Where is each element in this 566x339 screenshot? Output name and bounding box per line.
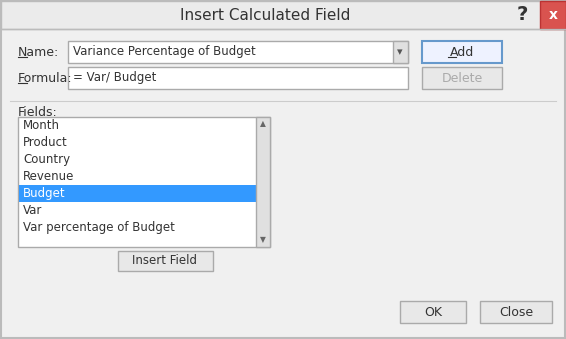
Text: Delete: Delete: [441, 72, 483, 84]
FancyBboxPatch shape: [68, 41, 408, 63]
Text: ▼: ▼: [260, 236, 266, 244]
Text: Fields:: Fields:: [18, 105, 58, 119]
Text: Revenue: Revenue: [23, 170, 74, 183]
Text: Add: Add: [450, 45, 474, 59]
FancyBboxPatch shape: [18, 117, 270, 247]
Text: Insert Calculated Field: Insert Calculated Field: [180, 7, 350, 22]
FancyBboxPatch shape: [68, 67, 408, 89]
Text: Country: Country: [23, 153, 70, 166]
FancyBboxPatch shape: [400, 301, 466, 323]
Text: Month: Month: [23, 119, 60, 132]
Text: Var: Var: [23, 204, 42, 217]
Text: Var percentage of Budget: Var percentage of Budget: [23, 221, 175, 234]
Text: OK: OK: [424, 305, 442, 319]
FancyBboxPatch shape: [422, 41, 502, 63]
FancyBboxPatch shape: [256, 117, 270, 247]
FancyBboxPatch shape: [480, 301, 552, 323]
Text: = Var/ Budget: = Var/ Budget: [73, 72, 156, 84]
Text: Formula:: Formula:: [18, 72, 72, 84]
FancyBboxPatch shape: [1, 1, 565, 29]
Text: Close: Close: [499, 305, 533, 319]
Text: ▾: ▾: [397, 47, 403, 57]
Text: Budget: Budget: [23, 187, 66, 200]
Text: Variance Percentage of Budget: Variance Percentage of Budget: [73, 45, 256, 59]
Text: ▲: ▲: [260, 120, 266, 128]
Text: Name:: Name:: [18, 45, 59, 59]
Text: x: x: [548, 8, 558, 22]
FancyBboxPatch shape: [422, 67, 502, 89]
FancyBboxPatch shape: [393, 41, 408, 63]
Text: ?: ?: [516, 5, 528, 24]
Text: Product: Product: [23, 136, 68, 149]
FancyBboxPatch shape: [19, 185, 256, 202]
FancyBboxPatch shape: [540, 1, 566, 29]
Text: Insert Field: Insert Field: [132, 255, 198, 267]
FancyBboxPatch shape: [118, 251, 213, 271]
